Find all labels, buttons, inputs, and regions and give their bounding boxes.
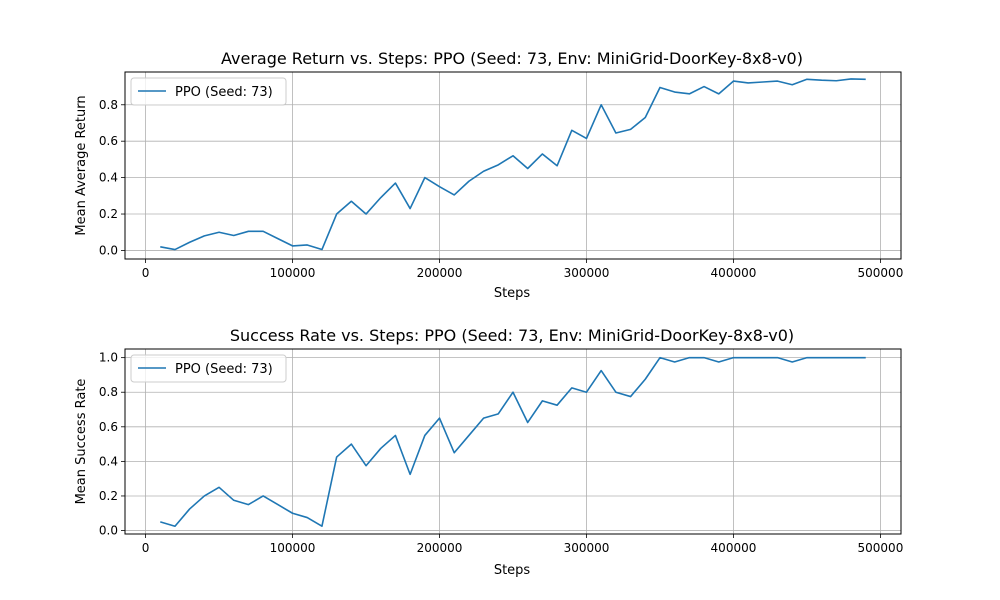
y-tick-label: 1.0 (99, 351, 118, 365)
x-tick-label: 300000 (564, 266, 610, 280)
x-tick-label: 500000 (858, 266, 904, 280)
y-tick-label: 0.0 (99, 243, 118, 257)
y-tick-label: 0.4 (99, 171, 118, 185)
y-tick-label: 0.8 (99, 385, 118, 399)
average-return-chart: Average Return vs. Steps: PPO (Seed: 73,… (74, 49, 903, 301)
x-tick-label: 0 (142, 541, 150, 555)
legend-label: PPO (Seed: 73) (175, 85, 273, 100)
axes-frame (124, 71, 902, 260)
legend: PPO (Seed: 73) (130, 77, 287, 106)
y-tick-label: 0.2 (99, 207, 118, 221)
x-axis-label: Steps (494, 563, 531, 578)
x-tick-label: 400000 (711, 541, 757, 555)
legend-frame (130, 77, 287, 106)
y-tick-label: 0.6 (99, 420, 118, 434)
legend-label: PPO (Seed: 73) (175, 362, 273, 377)
x-axis-label: Steps (494, 286, 531, 301)
x-tick-label: 400000 (711, 266, 757, 280)
success-rate-chart: Success Rate vs. Steps: PPO (Seed: 73, E… (74, 326, 903, 578)
x-tick-label: 100000 (270, 541, 316, 555)
series-line (160, 356, 866, 528)
x-tick-label: 0 (142, 266, 150, 280)
x-tick-label: 300000 (564, 541, 610, 555)
legend: PPO (Seed: 73) (130, 354, 287, 383)
x-tick-label: 100000 (270, 266, 316, 280)
chart-title: Success Rate vs. Steps: PPO (Seed: 73, E… (230, 326, 794, 345)
x-tick-label: 500000 (858, 541, 904, 555)
y-axis-label: Mean Success Rate (74, 379, 89, 505)
y-tick-label: 0.6 (99, 134, 118, 148)
x-tick-label: 200000 (417, 541, 463, 555)
y-tick-label: 0.8 (99, 98, 118, 112)
legend-frame (130, 354, 287, 383)
y-tick-label: 0.0 (99, 524, 118, 538)
y-tick-label: 0.2 (99, 489, 118, 503)
axes-frame (124, 348, 902, 535)
y-tick-label: 0.4 (99, 454, 118, 468)
y-axis-label: Mean Average Return (74, 95, 89, 235)
x-tick-label: 200000 (417, 266, 463, 280)
series-line (160, 78, 866, 251)
chart-title: Average Return vs. Steps: PPO (Seed: 73,… (221, 49, 803, 68)
